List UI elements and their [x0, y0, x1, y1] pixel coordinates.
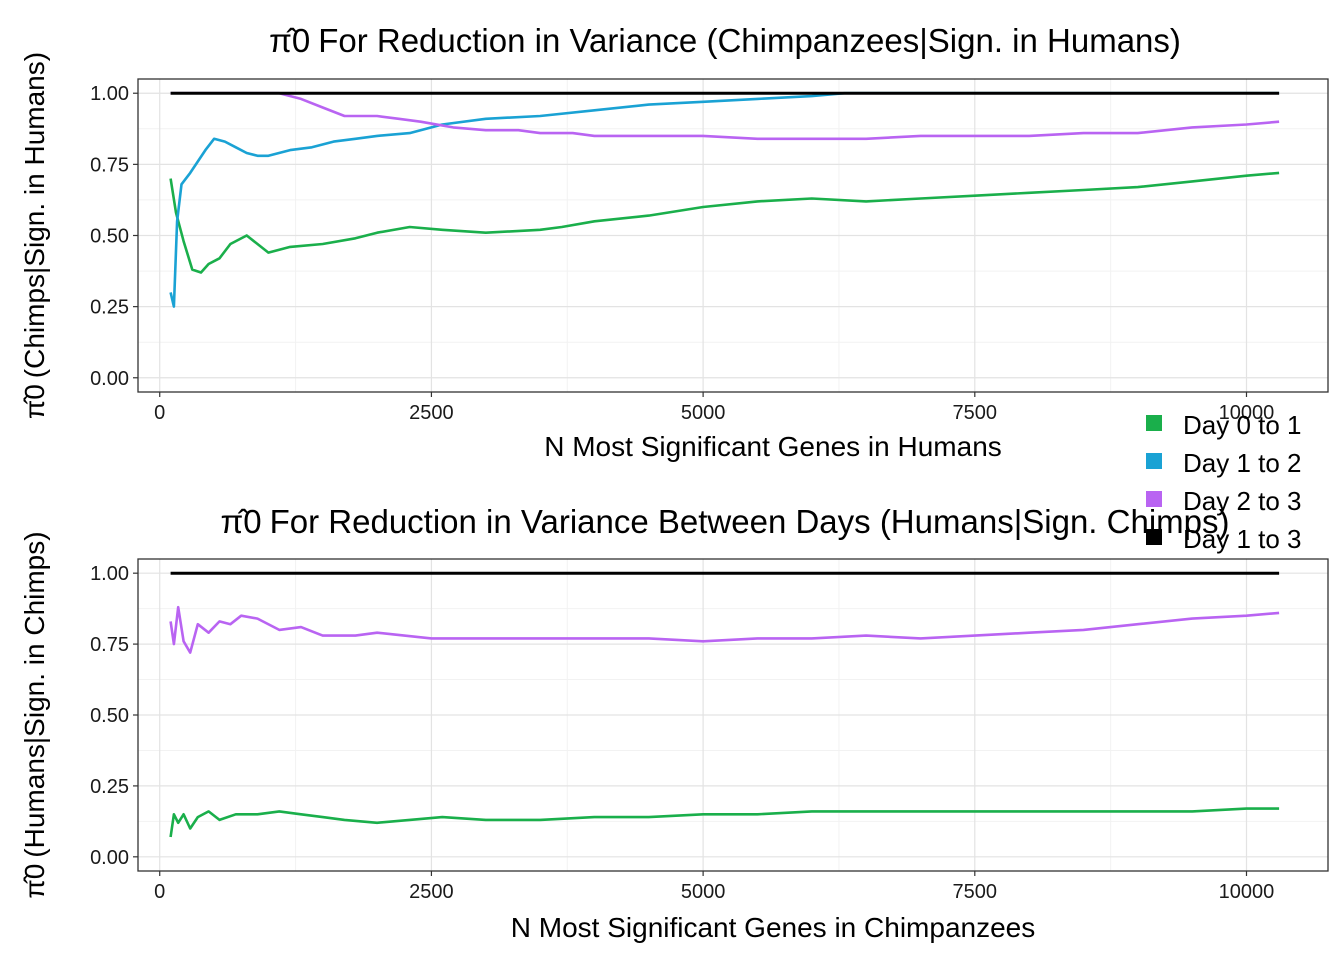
plot-border	[137, 558, 1329, 872]
x-tick-label: 10000	[1219, 881, 1275, 903]
y-axis-label: π̂0 (Humans|Sign. in Chimps)	[19, 531, 50, 898]
x-tick-label: 0	[154, 402, 165, 424]
chart-panel-2: 0 2500 5000 7500 10000 0.00 0.25 0.50 0.75 1.00 π̂…	[19, 503, 1329, 943]
legend-label: Day 1 to 3	[1183, 524, 1302, 554]
y-tick-label: 0.25	[90, 297, 129, 319]
series-line-day-2-to-3	[170, 91, 1280, 141]
x-axis-label: N Most Significant Genes in Chimpanzees	[511, 912, 1035, 943]
series-line-day-1-to-2	[169, 91, 1280, 308]
x-tick-label: 2500	[409, 881, 454, 903]
title-text: For Reduction in Variance (Chimpanzees|S…	[318, 22, 1181, 59]
title-symbol: π̂0	[221, 503, 262, 540]
y-tick-label: 0.50	[90, 226, 129, 248]
legend-key	[1146, 491, 1162, 507]
legend: Day 0 to 1 Day 1 to 2 Day 2 to 3 Day 1 to 3	[1146, 410, 1302, 554]
y-tick-label: 1.00	[90, 83, 129, 105]
y-tick-label: 0.00	[90, 368, 129, 390]
legend-label: Day 2 to 3	[1183, 486, 1302, 516]
chart-panel-1: 0 2500 5000 7500 10000 0.00 0.25 0.50 0.75 1.00 π̂…	[19, 22, 1329, 462]
series-line-day-2-to-3	[169, 605, 1280, 654]
y-axis-label: π̂0 (Chimps|Sign. in Humans)	[19, 52, 50, 419]
y-label-symbol: π̂0	[19, 864, 50, 899]
y-tick-label: 0.00	[90, 847, 129, 869]
title-text: For Reduction in Variance Between Days (…	[270, 503, 1230, 540]
series-line-day-0-to-1	[169, 171, 1280, 274]
chart-title: π̂0 For Reduction in Variance (Chimpanzee…	[269, 22, 1181, 59]
x-tick-label: 7500	[953, 402, 998, 424]
x-axis-label: N Most Significant Genes in Humans	[544, 431, 1002, 462]
x-tick-label: 5000	[681, 402, 726, 424]
x-tick-label: 5000	[681, 881, 726, 903]
y-label-text: (Humans|Sign. in Chimps)	[19, 531, 50, 857]
legend-label: Day 0 to 1	[1183, 410, 1302, 440]
x-tick-label: 2500	[409, 402, 454, 424]
series-line-day-0-to-1	[169, 807, 1280, 838]
legend-label: Day 1 to 2	[1183, 448, 1302, 478]
y-tick-label: 0.50	[90, 705, 129, 727]
chart-title: π̂0 For Reduction in Variance Between Day…	[221, 503, 1230, 540]
x-tick-label: 0	[154, 881, 165, 903]
y-tick-label: 0.75	[90, 634, 129, 656]
x-tick-label: 7500	[953, 881, 998, 903]
y-tick-label: 0.75	[90, 154, 129, 176]
plot-border	[137, 78, 1329, 393]
y-label-text: (Chimps|Sign. in Humans)	[19, 52, 50, 378]
legend-key	[1146, 529, 1162, 545]
y-tick-label: 0.25	[90, 776, 129, 798]
title-symbol: π̂0	[269, 22, 310, 59]
legend-key	[1146, 415, 1162, 431]
legend-key	[1146, 453, 1162, 469]
y-tick-label: 1.00	[90, 563, 129, 585]
y-label-symbol: π̂0	[19, 384, 50, 419]
x-tick-label: 10000	[1219, 402, 1275, 424]
